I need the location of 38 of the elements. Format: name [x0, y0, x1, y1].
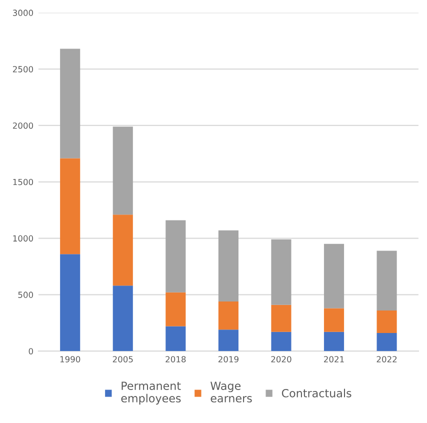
y-tick-label: 1500 [13, 178, 34, 186]
x-tick-label: 2005 [112, 356, 133, 362]
bar [376, 310, 397, 334]
y-tick-label: 1000 [13, 235, 34, 242]
bar [166, 292, 186, 326]
bar [376, 250, 397, 310]
x-tick-label: 2018 [166, 356, 186, 362]
x-tick-label: 2019 [218, 356, 238, 362]
bar [166, 220, 186, 292]
x-tick-label: 2021 [324, 356, 344, 362]
y-tick-label: 3000 [12, 10, 34, 16]
y-tick-label: 2500 [12, 66, 34, 72]
y-tick-label: 0 [28, 348, 34, 354]
x-tick-label: 2022 [376, 356, 397, 362]
bar [324, 308, 344, 332]
y-tick-label: 500 [18, 292, 34, 298]
bar [60, 254, 80, 352]
bar [271, 332, 292, 352]
bar [218, 230, 238, 302]
bar [112, 126, 133, 215]
legend-label: Wage earners [210, 382, 252, 402]
bar [324, 332, 344, 352]
bar [271, 304, 292, 332]
y-tick-label: 2000 [12, 122, 34, 129]
legend-label: Contractuals [282, 388, 352, 398]
bar [112, 286, 133, 352]
x-tick-label: 1990 [60, 356, 80, 362]
bar [166, 326, 186, 352]
bar [324, 244, 344, 308]
bar [60, 48, 80, 158]
x-tick-label: 2020 [271, 356, 292, 362]
bar [60, 158, 80, 254]
bar [376, 333, 397, 352]
bar [218, 330, 238, 352]
bar [112, 214, 133, 286]
bar [218, 301, 238, 330]
legend-label: Permanent employees [121, 382, 181, 405]
bar [271, 239, 292, 305]
